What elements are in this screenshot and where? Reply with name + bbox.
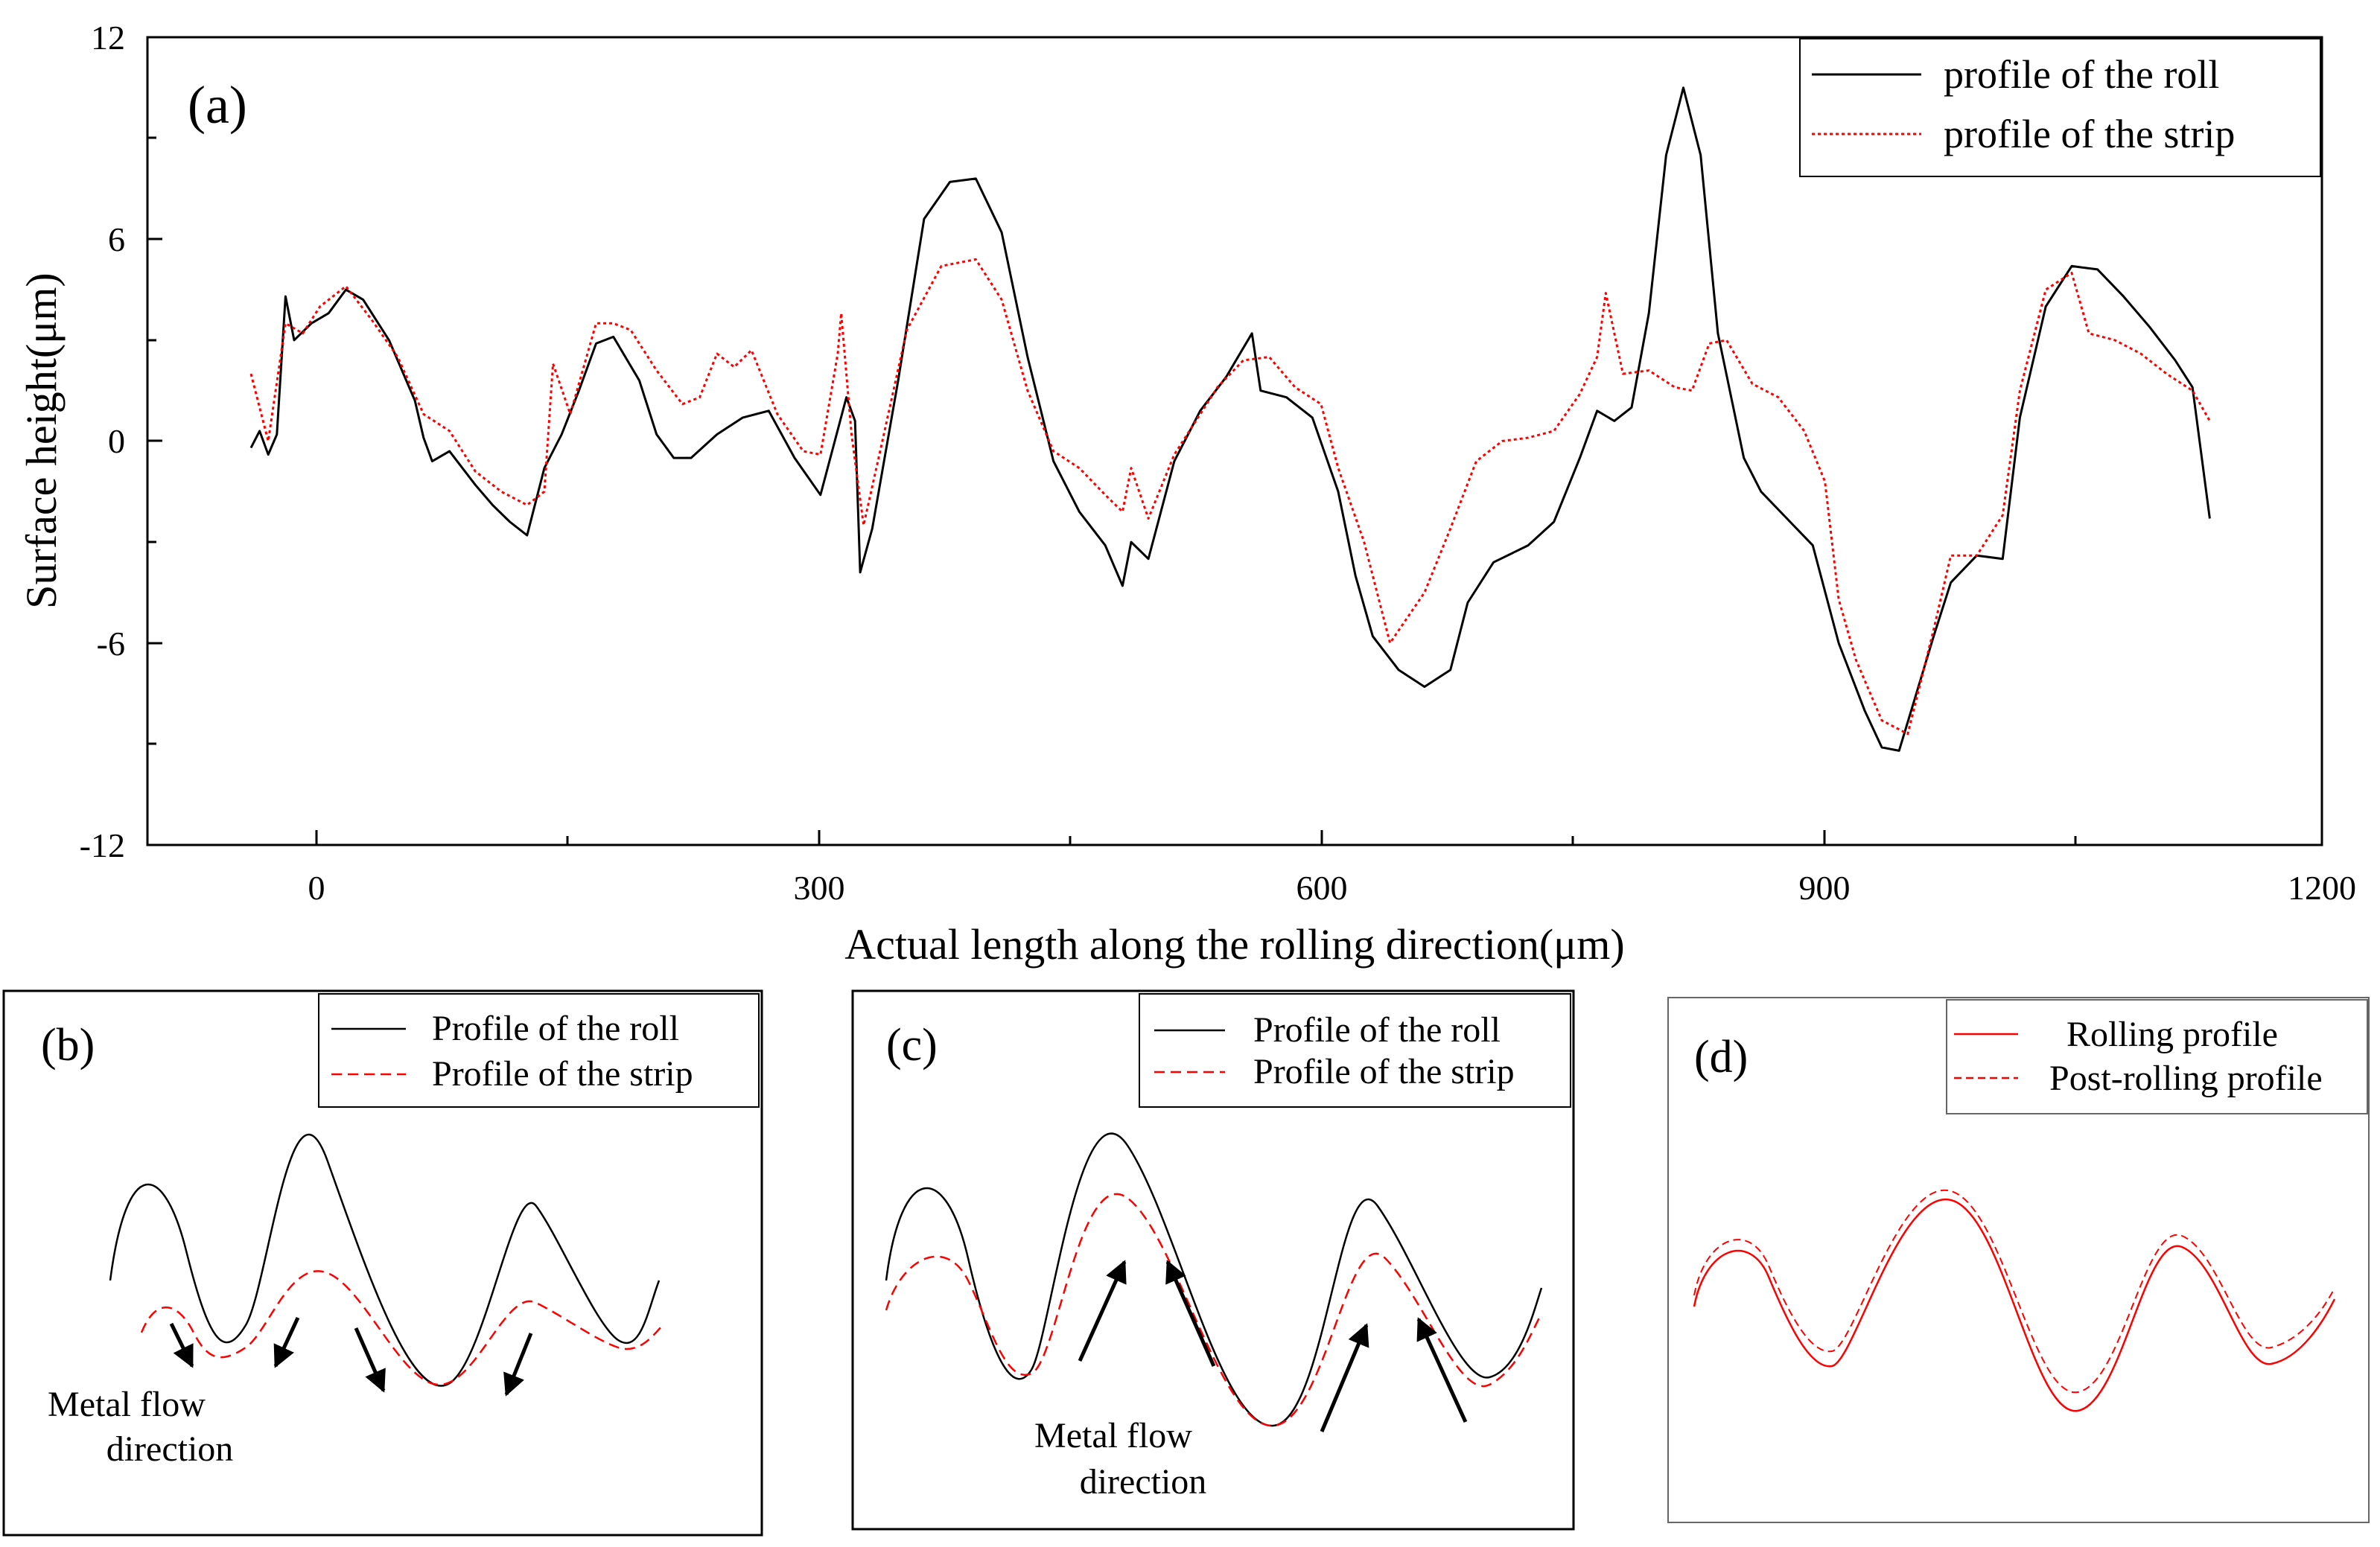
legend-c: Profile of the roll Profile of the strip (1139, 993, 1571, 1108)
roll-profile-curve-c (885, 1132, 1543, 1427)
annotation-line-2: direction (106, 1429, 234, 1469)
x-tick-label: 900 (1799, 869, 1851, 907)
legend-box (1139, 993, 1571, 1108)
panel-frame-b (2, 989, 763, 1537)
panel-label-d: (d) (1694, 1032, 1748, 1082)
rolling-profile-curve-d (1693, 1199, 2336, 1412)
annotation-line-2: direction (1080, 1462, 1207, 1502)
legend-label-strip: Profile of the strip (432, 1054, 693, 1094)
flow-arrow (354, 1327, 386, 1393)
flow-arrow (273, 1316, 300, 1368)
y-tick-label: -6 (97, 625, 125, 663)
legend-a: profile of the roll profile of the strip (1799, 38, 2321, 177)
series-line-roll (249, 86, 2211, 752)
legend-label-roll: Profile of the roll (432, 1009, 679, 1048)
panel-label-c: (c) (886, 1020, 938, 1071)
y-tick-label: 0 (108, 422, 125, 460)
legend-label-strip: profile of the strip (1944, 112, 2235, 156)
post-rolling-profile-curve-d (1693, 1189, 2335, 1394)
x-axis-title: Actual length along the rolling directio… (844, 920, 1624, 969)
panel-b: (b) Profile of the roll Profile of the s… (2, 989, 763, 1537)
flow-arrows-b (169, 1316, 533, 1397)
panel-d: (d) Rolling profile Post-rolling profile (1667, 997, 2370, 1523)
y-tick-label: 6 (108, 220, 125, 258)
x-tick-labels: 0 300 600 900 1200 (308, 869, 2357, 907)
legend-label-roll: Profile of the roll (1253, 1010, 1501, 1050)
legend-label-post-rolling: Post-rolling profile (2049, 1059, 2323, 1098)
legend-box (1946, 999, 2368, 1114)
panel-frame-c (851, 989, 1575, 1531)
annotation-line-1: Metal flow (48, 1385, 206, 1424)
legend-label-roll: profile of the roll (1944, 52, 2219, 97)
legend-box (1799, 38, 2321, 177)
panel-label-a: (a) (188, 75, 247, 135)
legend-label-rolling: Rolling profile (2066, 1015, 2278, 1054)
x-tick-label: 600 (1296, 869, 1348, 907)
x-tick-label: 1200 (2288, 869, 2356, 907)
legend-label-strip: Profile of the strip (1253, 1052, 1515, 1091)
flow-arrows-c (1078, 1260, 1468, 1432)
y-tick-label: 12 (91, 19, 125, 57)
flow-arrow (503, 1333, 533, 1397)
legend-d: Rolling profile Post-rolling profile (1946, 999, 2368, 1114)
roll-profile-curve-b (109, 1133, 661, 1387)
y-axis-title: Surface height(μm) (17, 272, 66, 608)
legend-box (318, 993, 760, 1108)
flow-arrow (1320, 1323, 1369, 1432)
series-line-strip (249, 258, 2211, 736)
panel-a: 12 6 0 -6 -12 0 300 600 900 1200 Actual … (17, 19, 2356, 969)
flow-arrow (1416, 1317, 1468, 1423)
y-tick-label: -12 (80, 826, 125, 864)
series-a (249, 86, 2211, 752)
strip-profile-curve-c (885, 1193, 1543, 1427)
strip-profile-curve-b (140, 1270, 664, 1386)
legend-b: Profile of the roll Profile of the strip (318, 993, 760, 1108)
panel-label-b: (b) (41, 1020, 95, 1071)
y-tick-labels: 12 6 0 -6 -12 (80, 19, 125, 864)
y-axis-ticks (147, 36, 162, 846)
x-tick-label: 300 (794, 869, 845, 907)
x-axis-ticks (315, 830, 2323, 845)
panel-frame-d (1667, 997, 2370, 1523)
flow-arrow (1165, 1260, 1216, 1368)
flow-arrow (169, 1322, 194, 1368)
flow-arrow (1078, 1260, 1127, 1362)
x-tick-label: 0 (308, 869, 325, 907)
panel-c: (c) Profile of the roll Profile of the s… (851, 989, 1575, 1531)
annotation-line-1: Metal flow (1034, 1416, 1192, 1455)
